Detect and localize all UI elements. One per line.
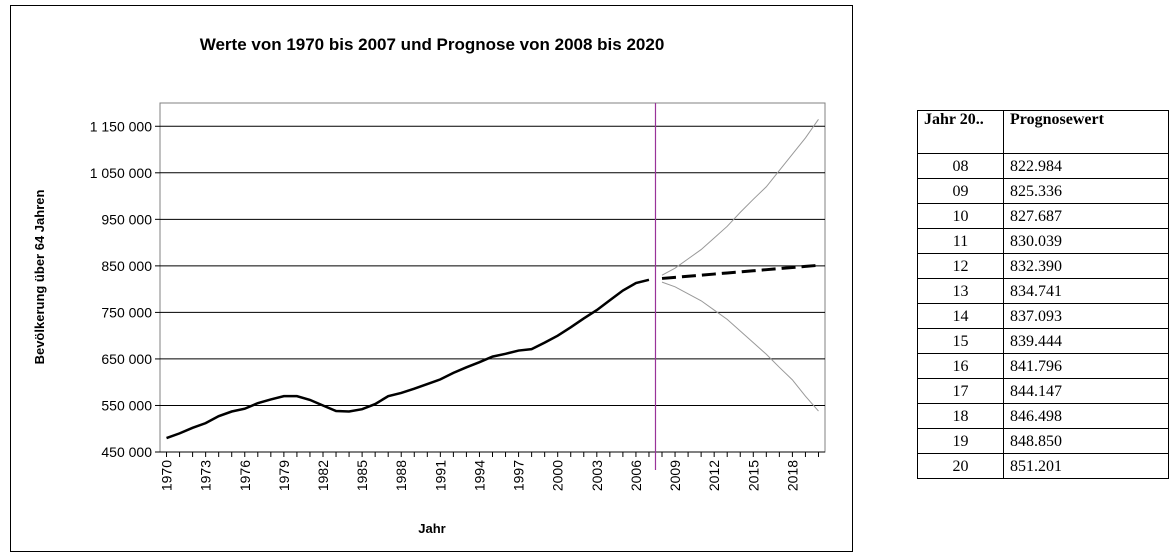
x-tick-label: 1991	[432, 460, 448, 491]
x-tick-label: 1973	[198, 460, 214, 491]
x-tick-label: 1976	[237, 460, 253, 491]
table-row: 16 841.796	[917, 353, 1169, 379]
y-tick-label: 750 000	[101, 304, 152, 320]
x-tick-label: 2000	[550, 460, 566, 491]
y-tick-label: 450 000	[101, 444, 152, 460]
x-tick-label: 1988	[393, 460, 409, 491]
table-cell: 09	[917, 178, 1004, 204]
x-tick-label: 2003	[589, 460, 605, 491]
series-line	[166, 278, 650, 440]
x-tick-label: 2006	[628, 460, 644, 491]
table-cell: 14	[917, 303, 1004, 329]
series-line	[661, 281, 819, 412]
x-tick-label: 1970	[159, 460, 175, 491]
x-tick-label: 2009	[667, 460, 683, 491]
x-tick-label: 2018	[784, 460, 800, 491]
table-cell: 848.850	[1003, 428, 1169, 454]
table-row: 15 839.444	[917, 328, 1169, 354]
table-cell: 17	[917, 378, 1004, 404]
table-cell: 11	[917, 228, 1004, 254]
chart-frame	[10, 5, 853, 552]
table-row: 10 827.687	[917, 203, 1169, 229]
table-cell: 19	[917, 428, 1004, 454]
x-tick-label: 1994	[471, 460, 487, 491]
table-header-row: Jahr 20.. Prognosewert	[917, 110, 1169, 154]
table-cell: 839.444	[1003, 328, 1169, 354]
table-cell: 827.687	[1003, 203, 1169, 229]
table-cell: 851.201	[1003, 453, 1169, 479]
table-cell: 08	[917, 153, 1004, 179]
table-row: 18 846.498	[917, 403, 1169, 429]
table-row: 13 834.741	[917, 278, 1169, 304]
x-tick-label: 1985	[354, 460, 370, 491]
chart: Werte von 1970 bis 2007 und Prognose von…	[10, 5, 853, 552]
table-cell: 13	[917, 278, 1004, 304]
table-row: 17 844.147	[917, 378, 1169, 404]
y-tick-label: 1 150 000	[90, 118, 152, 134]
y-tick-label: 550 000	[101, 397, 152, 413]
table-row: 09 825.336	[917, 178, 1169, 204]
table-cell: 830.039	[1003, 228, 1169, 254]
table-cell: 10	[917, 203, 1004, 229]
header-cell: Prognosewert	[1003, 110, 1169, 154]
table-row: 11 830.039	[917, 228, 1169, 254]
header-cell: Jahr 20..	[917, 110, 1004, 154]
table-row: 12 832.390	[917, 253, 1169, 279]
table-cell: 846.498	[1003, 403, 1169, 429]
table-row: 19 848.850	[917, 428, 1169, 454]
table-cell: 841.796	[1003, 353, 1169, 379]
table-row: 20 851.201	[917, 453, 1169, 479]
table-row: 14 837.093	[917, 303, 1169, 329]
x-tick-label: 2015	[745, 460, 761, 491]
y-tick-label: 950 000	[101, 211, 152, 227]
x-tick-label: 1982	[315, 460, 331, 491]
table-cell: 834.741	[1003, 278, 1169, 304]
table-cell: 844.147	[1003, 378, 1169, 404]
table-cell: 16	[917, 353, 1004, 379]
x-axis-label: Jahr	[418, 521, 445, 536]
y-axis-label: Bevölkerung über 64 Jahren	[32, 190, 47, 365]
y-tick-label: 850 000	[101, 258, 152, 274]
chart-title: Werte von 1970 bis 2007 und Prognose von…	[200, 35, 665, 54]
series-line	[661, 263, 819, 280]
table-cell: 825.336	[1003, 178, 1169, 204]
series-line	[661, 119, 819, 276]
forecast-table: Jahr 20.. Prognosewert 08 822.984 09 825.336 1…	[917, 110, 1169, 479]
table-cell: 15	[917, 328, 1004, 354]
x-tick-label: 2012	[706, 460, 722, 491]
table-cell: 822.984	[1003, 153, 1169, 179]
table-cell: 18	[917, 403, 1004, 429]
x-tick-label: 1997	[511, 460, 527, 491]
x-tick-label: 1979	[276, 460, 292, 491]
table-row: 08 822.984	[917, 153, 1169, 179]
y-tick-label: 650 000	[101, 351, 152, 367]
table-cell: 837.093	[1003, 303, 1169, 329]
table-cell: 12	[917, 253, 1004, 279]
table-cell: 832.390	[1003, 253, 1169, 279]
y-tick-label: 1 050 000	[90, 165, 152, 181]
table-cell: 20	[917, 453, 1004, 479]
